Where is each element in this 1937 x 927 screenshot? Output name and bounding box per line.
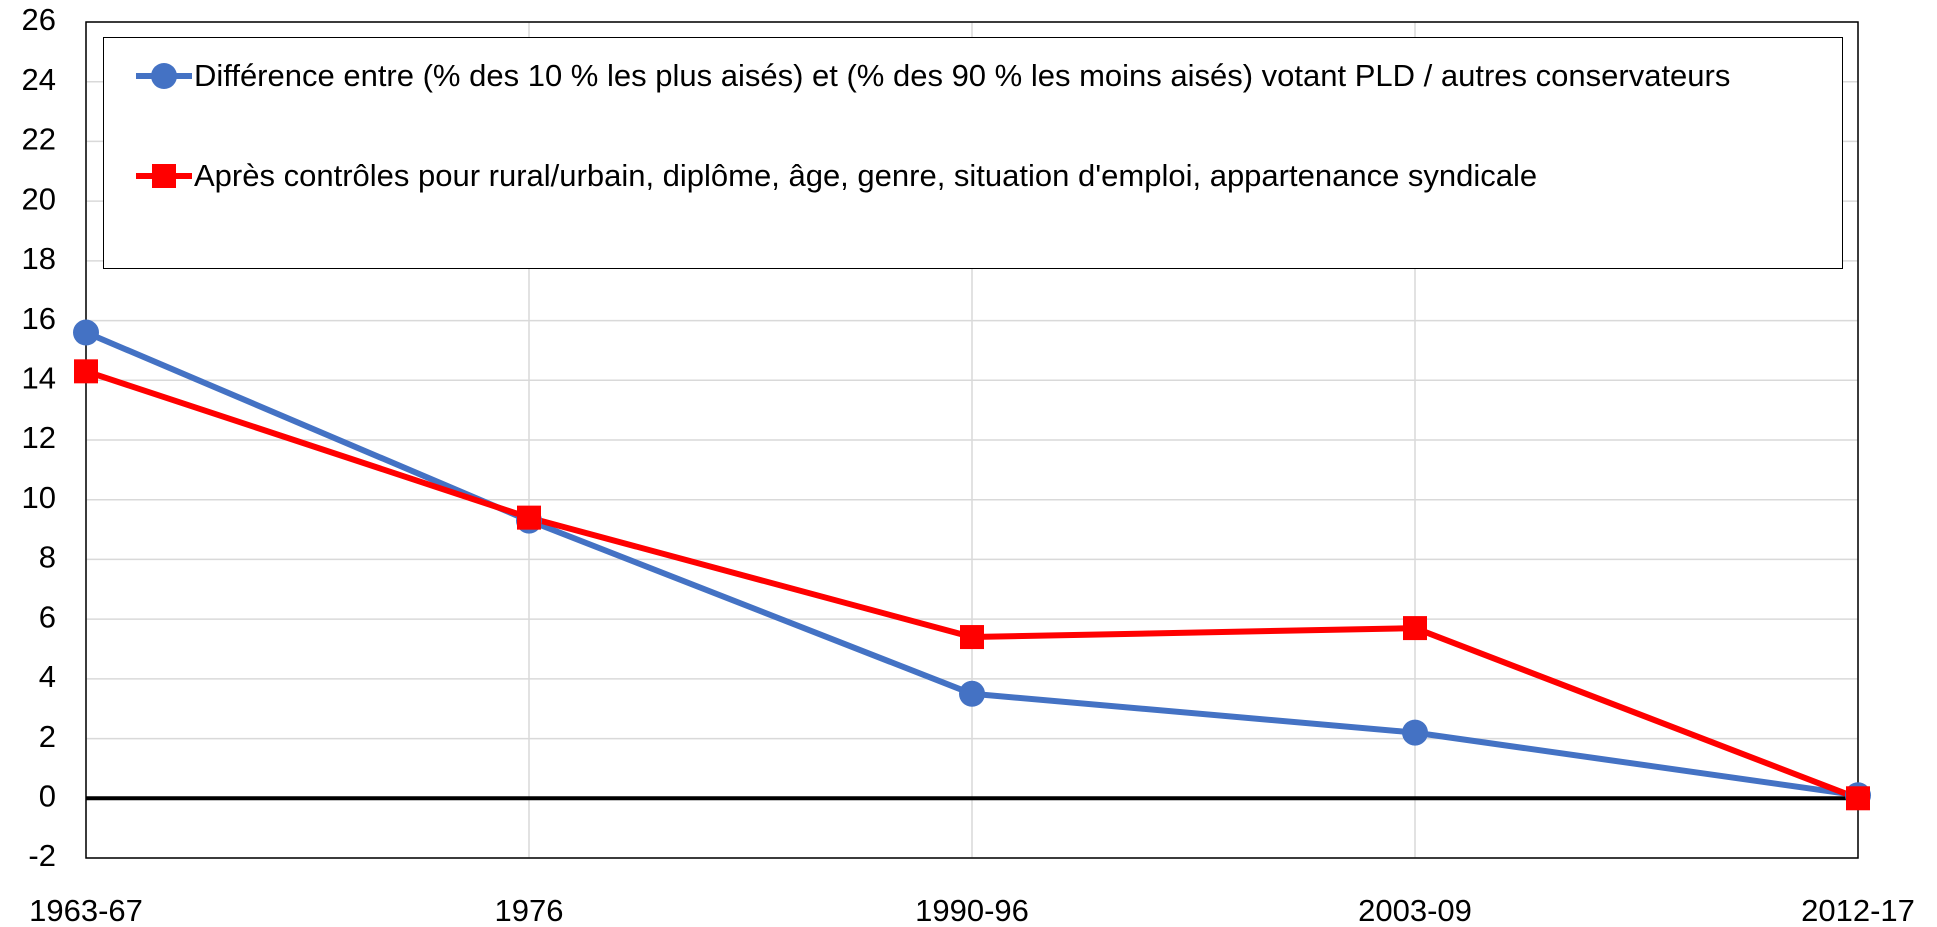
marker (73, 319, 99, 346)
x-tick-label: 1990-96 (915, 893, 1029, 927)
y-tick-label: 12 (22, 420, 56, 455)
legend-marker (151, 63, 177, 89)
y-tick-label: 14 (22, 360, 56, 395)
x-tick-label: 2003-09 (1358, 893, 1472, 927)
y-tick-label: 0 (39, 778, 56, 813)
x-tick-label: 1976 (495, 893, 564, 927)
legend-entry: Différence entre (% des 10 % les plus ai… (134, 56, 1824, 95)
y-tick-label: 10 (22, 480, 56, 515)
y-tick-label: 16 (22, 301, 56, 336)
legend-swatch (136, 164, 192, 188)
y-tick-label: 20 (22, 181, 56, 216)
y-tick-label: 6 (39, 599, 56, 634)
marker (1846, 786, 1870, 811)
marker (1403, 616, 1427, 641)
x-tick-label: 2012-17 (1801, 893, 1915, 927)
marker (74, 359, 98, 384)
plot-border (85, 21, 1859, 859)
marker (959, 680, 985, 707)
y-tick-label: 26 (22, 2, 56, 37)
legend: Différence entre (% des 10 % les plus ai… (103, 37, 1843, 269)
y-tick-label: 24 (22, 62, 56, 97)
x-tick-label: 1963-67 (29, 893, 143, 927)
legend-swatch (136, 63, 192, 89)
y-tick-label: -2 (28, 838, 56, 873)
legend-entry: Après contrôles pour rural/urbain, diplô… (134, 156, 1824, 195)
legend-label: Différence entre (% des 10 % les plus ai… (194, 58, 1731, 93)
y-tick-label: 8 (39, 540, 56, 575)
legend-marker (152, 164, 176, 188)
marker (960, 625, 984, 650)
marker (1402, 719, 1428, 746)
y-tick-label: 22 (22, 122, 56, 157)
y-tick-label: 4 (39, 659, 56, 694)
marker (517, 505, 541, 530)
legend-label: Après contrôles pour rural/urbain, diplô… (194, 158, 1538, 193)
y-tick-label: 2 (39, 719, 56, 754)
y-tick-label: 18 (22, 241, 56, 276)
